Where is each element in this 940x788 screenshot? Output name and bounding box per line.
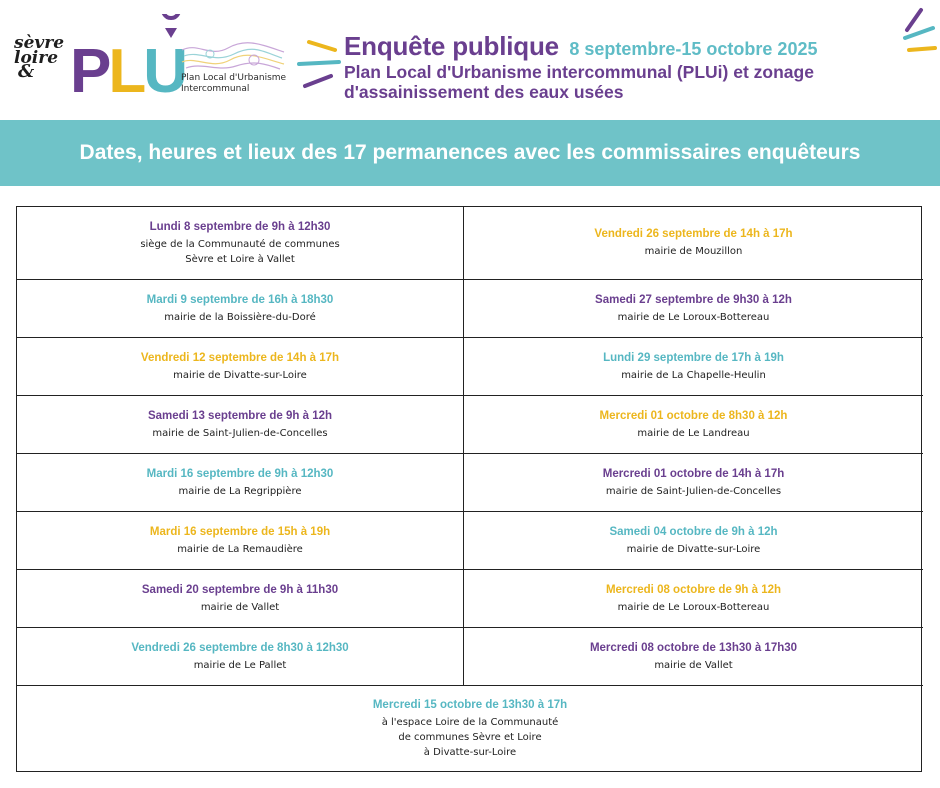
permanence-location: siège de la Communauté de communes: [140, 238, 340, 250]
permanence-cell: Samedi 04 octobre de 9h à 12h mairie de D…: [464, 512, 923, 570]
permanence-cell: Mercredi 01 octobre de 14h à 17h mairie d…: [464, 454, 923, 512]
enquiry-dates: 8 septembre-15 octobre 2025: [569, 39, 818, 59]
permanence-cell: Mardi 16 septembre de 15h à 19h mairie de…: [17, 512, 464, 570]
decorative-strokes-icon: [297, 40, 341, 88]
permanence-location: mairie de La Regrippière: [178, 485, 302, 497]
contour-map-icon: [181, 42, 285, 70]
svg-text:PLUi: PLUi: [70, 37, 188, 96]
permanence-cell: Lundi 8 septembre de 9h à 12h30 siège de …: [17, 207, 464, 280]
section-banner: Dates, heures et lieux des 17 permanence…: [0, 120, 940, 186]
permanence-location: mairie de la Boissière-du-Doré: [164, 311, 316, 323]
permanence-cell: Mercredi 15 octobre de 13h30 à 17h à l'es…: [17, 686, 923, 771]
plui-logo: PLUi: [70, 14, 188, 96]
sevre-loire-logo: sèvre loire &: [14, 33, 65, 82]
permanence-date: Vendredi 12 septembre de 14h à 17h: [140, 351, 340, 364]
permanence-location: mairie de Le Loroux-Bottereau: [617, 601, 770, 613]
decorative-strokes-icon: [903, 8, 937, 52]
permanence-cell: Mercredi 01 octobre de 8h30 à 12h mairie …: [464, 396, 923, 454]
permanence-date: Mardi 16 septembre de 9h à 12h30: [146, 467, 334, 480]
permanence-date: Mercredi 01 octobre de 8h30 à 12h: [599, 409, 788, 422]
permanence-location: Sèvre et Loire à Vallet: [185, 253, 295, 265]
permanence-cell: Samedi 13 septembre de 9h à 12h mairie de…: [17, 396, 464, 454]
permanence-date: Lundi 29 septembre de 17h à 19h: [603, 351, 784, 364]
permanence-location: mairie de La Remaudière: [177, 543, 303, 555]
header: sèvre loire & PLUi Plan Local d'Urbanism…: [0, 0, 940, 120]
permanence-date: Samedi 04 octobre de 9h à 12h: [609, 525, 778, 538]
permanence-cell: Mercredi 08 octobre de 9h à 12h mairie de…: [464, 570, 923, 628]
permanence-location: à l'espace Loire de la Communauté: [381, 716, 559, 728]
permanence-date: Samedi 20 septembre de 9h à 11h30: [141, 583, 339, 596]
permanence-location: mairie de Le Loroux-Bottereau: [617, 311, 770, 323]
page-title: Enquête publique 8 septembre-15 octobre …: [344, 31, 818, 61]
permanence-date: Samedi 27 septembre de 9h30 à 12h: [595, 293, 792, 306]
permanence-cell: Vendredi 26 septembre de 14h à 17h mairie…: [464, 207, 923, 280]
plan-local-caption: Plan Local d'Urbanisme Intercommunal: [181, 73, 287, 94]
permanence-date: Mercredi 01 octobre de 14h à 17h: [602, 467, 785, 480]
permanence-location: à Divatte-sur-Loire: [423, 746, 517, 758]
permanence-date: Mercredi 08 octobre de 13h30 à 17h30: [589, 641, 798, 654]
permanence-date: Samedi 13 septembre de 9h à 12h: [147, 409, 333, 422]
permanence-location: mairie de Saint-Julien-de-Concelles: [152, 427, 328, 439]
permanence-cell: Lundi 29 septembre de 17h à 19h mairie de…: [464, 338, 923, 396]
pin-icon: [162, 14, 181, 20]
permanence-cell: Samedi 20 septembre de 9h à 11h30 mairie …: [17, 570, 464, 628]
permanence-date: Mercredi 08 octobre de 9h à 12h: [605, 583, 782, 596]
permanence-date: Mardi 16 septembre de 15h à 19h: [149, 525, 331, 538]
permanence-location: mairie de Le Landreau: [637, 427, 750, 439]
page-subtitle: Plan Local d'Urbanisme intercommunal (PL…: [344, 62, 814, 102]
banner-title: Dates, heures et lieux des 17 permanence…: [79, 141, 861, 164]
permanence-location: mairie de Vallet: [654, 659, 733, 671]
permanence-cell: Vendredi 12 septembre de 14h à 17h mairie…: [17, 338, 464, 396]
permanence-date: Lundi 8 septembre de 9h à 12h30: [149, 220, 331, 233]
permanence-date: Vendredi 26 septembre de 8h30 à 12h30: [131, 641, 349, 654]
permanence-location: mairie de Saint-Julien-de-Concelles: [605, 485, 782, 497]
permanences-table: Lundi 8 septembre de 9h à 12h30 siège de …: [16, 206, 923, 772]
permanence-cell: Mardi 16 septembre de 9h à 12h30 mairie d…: [17, 454, 464, 512]
permanence-location: mairie de Le Pallet: [193, 659, 287, 671]
permanence-location: mairie de Mouzillon: [644, 246, 743, 257]
permanence-location: mairie de Vallet: [200, 601, 280, 613]
permanence-date: Mercredi 15 octobre de 13h30 à 17h: [372, 698, 568, 711]
permanence-cell: Samedi 27 septembre de 9h30 à 12h mairie …: [464, 280, 923, 338]
permanence-date: Vendredi 26 septembre de 14h à 17h: [594, 228, 793, 240]
permanence-cell: Vendredi 26 septembre de 8h30 à 12h30 mai…: [17, 628, 464, 686]
permanence-location: mairie de Divatte-sur-Loire: [173, 369, 307, 381]
permanence-cell: Mercredi 08 octobre de 13h30 à 17h30 mair…: [464, 628, 923, 686]
permanence-location: mairie de Divatte-sur-Loire: [626, 543, 761, 555]
permanence-date: Mardi 9 septembre de 16h à 18h30: [146, 293, 334, 306]
permanence-cell: Mardi 9 septembre de 16h à 18h30 mairie d…: [17, 280, 464, 338]
permanence-location: de communes Sèvre et Loire: [398, 731, 542, 743]
permanence-location: mairie de La Chapelle-Heulin: [621, 369, 766, 381]
